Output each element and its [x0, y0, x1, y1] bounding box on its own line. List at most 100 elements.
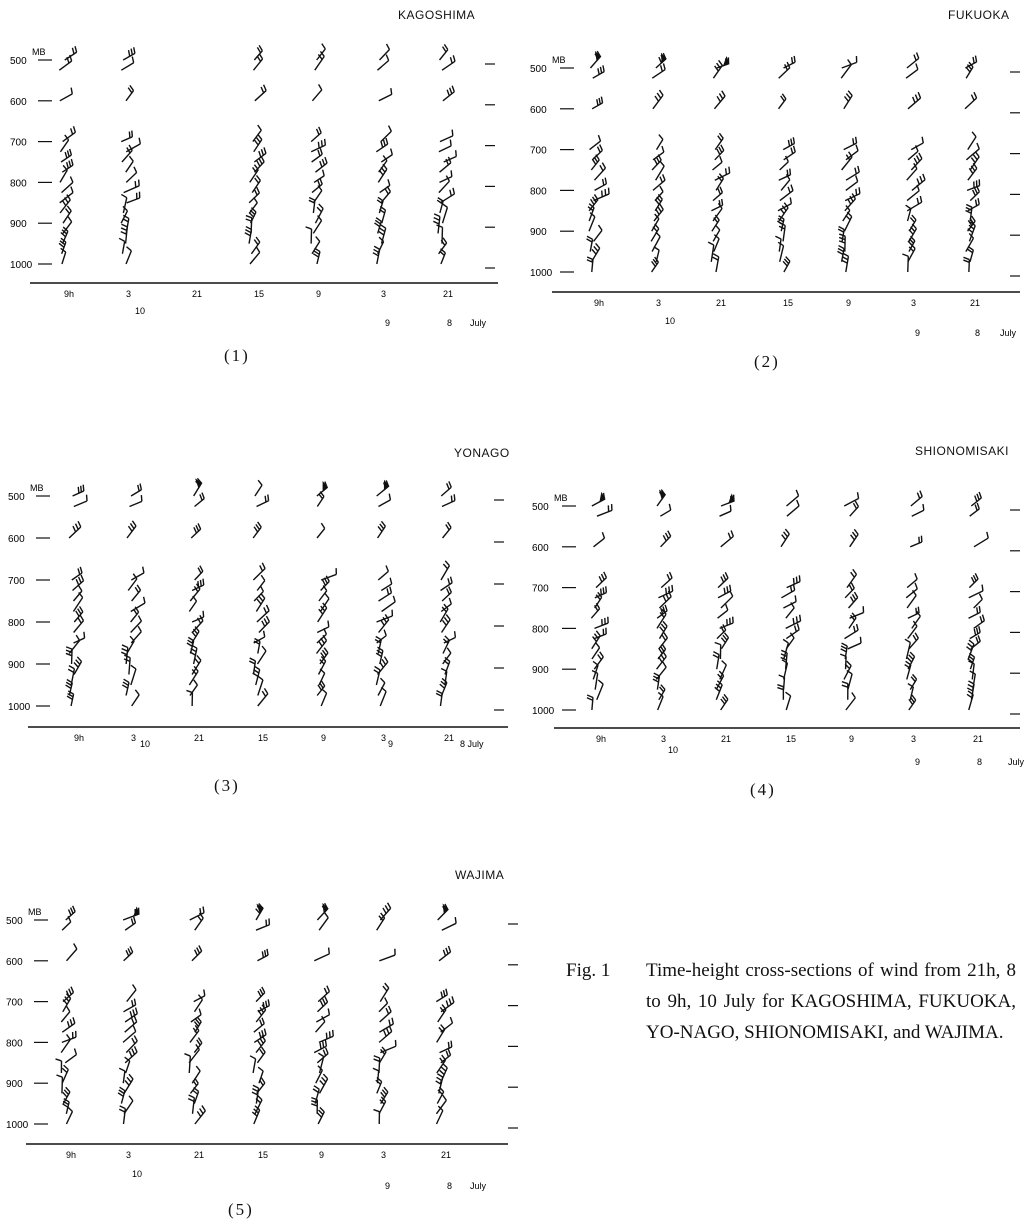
wind-barb — [591, 144, 604, 161]
date-label: 9 — [915, 757, 920, 767]
wind-barb — [130, 625, 142, 644]
wind-barb — [909, 673, 918, 690]
date-label: 10 — [135, 306, 145, 316]
wind-barb — [191, 945, 203, 962]
wind-barb — [591, 491, 606, 507]
time-label: 3 — [126, 289, 131, 299]
time-label: 3 — [381, 733, 386, 743]
pressure-label: 500 — [6, 916, 23, 927]
wind-barb — [777, 197, 793, 212]
wind-barb — [652, 174, 666, 191]
wind-barb — [317, 985, 331, 1003]
wind-barb — [589, 134, 602, 151]
wind-barb — [439, 1040, 453, 1054]
wind-barb — [652, 145, 665, 161]
wind-barb — [311, 84, 323, 102]
wind-barb — [720, 530, 735, 548]
wind-barb — [378, 614, 390, 633]
wind-barb — [845, 692, 856, 711]
wind-barb — [596, 679, 604, 701]
wind-barb — [253, 1017, 265, 1033]
wind-barb — [318, 1029, 334, 1044]
time-label: 3 — [381, 1150, 386, 1160]
wind-barb — [435, 988, 449, 1003]
wind-barb — [965, 203, 973, 222]
wind-barb — [129, 494, 143, 508]
wind-barb — [844, 623, 859, 640]
wind-barb — [118, 237, 126, 254]
wind-barb — [715, 173, 725, 191]
wind-barb — [124, 1007, 138, 1023]
wind-barb — [840, 642, 848, 660]
wind-barb — [318, 1073, 329, 1094]
wind-barb — [780, 528, 790, 548]
wind-barb — [59, 186, 74, 204]
wind-barb — [381, 595, 396, 613]
wind-barb — [376, 629, 387, 644]
wind-chart: 500 600 700 800 900 1000 MB 9h 3 21 15 9 3 21 10 9 8 July — [532, 489, 1025, 767]
pressure-label: 800 — [8, 618, 25, 629]
wind-barb — [318, 912, 329, 931]
wind-barb — [652, 89, 664, 110]
panel-wajima: WAJIMA 500 600 700 800 900 1000 MB 9h 3 21 15 9 3 21 1… — [0, 862, 520, 1219]
wind-barb — [375, 1076, 383, 1094]
wind-barb — [252, 521, 262, 539]
wind-barb — [712, 253, 720, 273]
time-label: 21 — [443, 289, 453, 299]
wind-barb — [73, 606, 84, 623]
wind-barb — [190, 1008, 202, 1023]
wind-barb — [906, 589, 917, 609]
wind-barb — [780, 174, 791, 191]
wind-barb — [909, 535, 923, 548]
date-label: 8 — [975, 328, 980, 338]
panel-fukuoka: FUKUOKA 500 600 700 800 900 1000 MB 9h 3 21 15 9 3 21… — [520, 0, 1030, 371]
wind-barb — [62, 205, 72, 224]
wind-barb — [126, 520, 137, 539]
wind-barb — [61, 1017, 76, 1033]
pressure-unit: MB — [32, 47, 46, 57]
wind-barb — [714, 132, 724, 151]
wind-barb — [848, 591, 859, 609]
wind-chart: 500 600 700 800 900 1000 MB 9h 3 21 15 9 3 21 10 9 8 July — [6, 902, 518, 1191]
wind-barb — [375, 137, 389, 153]
wind-barb — [714, 641, 722, 660]
time-label: 9h — [64, 289, 74, 299]
wind-barb — [440, 597, 452, 613]
wind-barb — [777, 684, 785, 700]
pressure-label: 700 — [8, 576, 25, 587]
wind-barb — [651, 63, 666, 79]
wind-barb — [847, 636, 862, 650]
time-label: 15 — [258, 733, 268, 743]
wind-chart: 500 600 700 800 900 1000 MB 9h 3 21 15 9 3 21 10 9 8 July — [530, 50, 1020, 338]
wind-barb — [966, 179, 981, 192]
wind-barb — [123, 179, 140, 194]
date-label: 9 — [915, 328, 920, 338]
wind-barb — [845, 165, 860, 181]
wind-barb — [125, 137, 142, 153]
wind-barb — [843, 211, 853, 232]
wind-barb — [433, 213, 441, 234]
wind-barb — [658, 684, 666, 701]
wind-barb — [380, 1039, 397, 1054]
wind-barb — [777, 93, 787, 110]
wind-barb — [125, 84, 135, 102]
wind-barb — [591, 642, 601, 660]
wind-barb — [786, 499, 800, 517]
wind-barb — [594, 586, 608, 599]
wind-barb — [253, 630, 266, 644]
wind-barb — [255, 986, 266, 1003]
wind-barb — [707, 241, 715, 262]
wind-barb — [970, 635, 981, 650]
wind-barb — [188, 665, 199, 686]
wind-barb — [849, 606, 865, 619]
time-label: 21 — [192, 289, 202, 299]
wind-barb — [316, 522, 326, 539]
time-label: 9 — [316, 289, 321, 299]
time-label: 21 — [194, 733, 204, 743]
wind-barb — [843, 492, 860, 507]
wind-barb — [130, 615, 143, 633]
wind-barb — [779, 155, 789, 171]
wind-barb — [316, 620, 330, 634]
wind-barb — [849, 500, 860, 517]
